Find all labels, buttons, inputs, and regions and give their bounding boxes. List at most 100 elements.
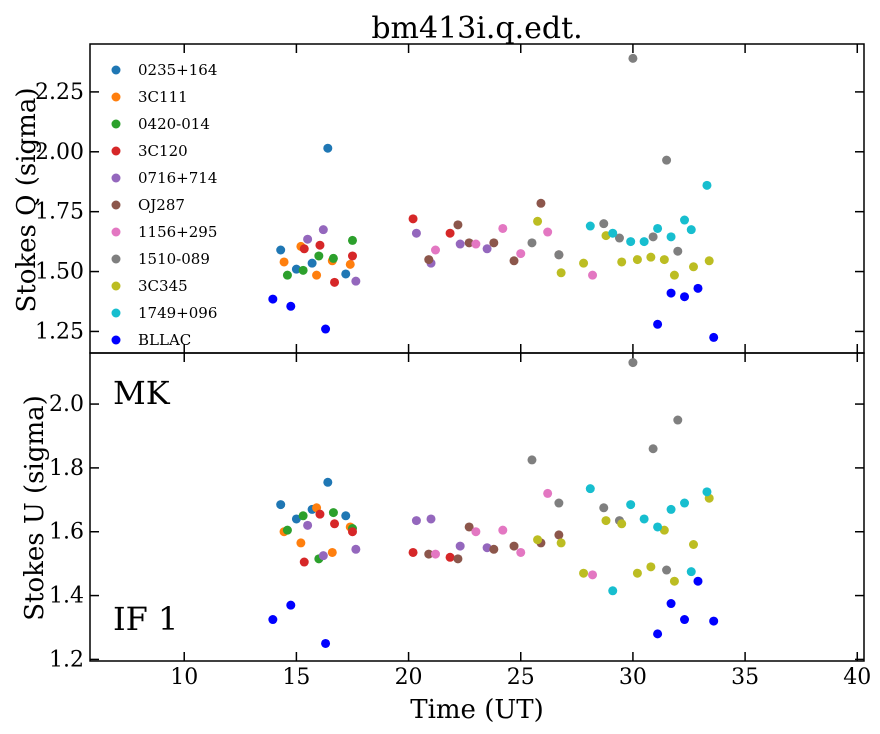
- point-u-3c345: [669, 576, 679, 586]
- legend-label: 1510-089: [138, 250, 210, 268]
- point-u-3c345: [659, 525, 669, 535]
- point-q-0716-714: [318, 225, 328, 235]
- point-q-1749-096: [680, 215, 690, 225]
- point-u-1749-096: [585, 484, 595, 494]
- point-u-1510-089: [648, 444, 658, 454]
- point-q-0420-014: [314, 251, 324, 261]
- point-u-0716-714: [455, 541, 465, 551]
- x-axis-label: Time (UT): [410, 695, 544, 725]
- point-q-bllac: [268, 294, 278, 304]
- point-q-3c111: [312, 270, 322, 280]
- point-u-oj287: [554, 530, 564, 540]
- point-q-3c345: [579, 258, 589, 268]
- point-q-1749-096: [702, 180, 712, 190]
- point-q-0716-714: [482, 244, 492, 254]
- legend-label: 3C111: [138, 88, 188, 106]
- point-q-1510-089: [648, 232, 658, 242]
- legend-label: 0420-014: [138, 115, 210, 133]
- point-q-1510-089: [614, 233, 624, 243]
- point-q-1156-295: [430, 245, 440, 255]
- point-q-1749-096: [608, 228, 618, 238]
- legend-marker: [111, 335, 121, 345]
- point-q-oj287: [509, 256, 519, 266]
- point-q-0420-014: [328, 253, 338, 263]
- y-tick-label: 1.6: [49, 520, 84, 545]
- point-q-0235-164: [323, 143, 333, 153]
- point-q-1156-295: [543, 227, 553, 237]
- point-q-bllac: [286, 301, 296, 311]
- point-u-oj287: [453, 554, 463, 564]
- point-q-1510-089: [527, 238, 537, 248]
- point-q-3c345: [659, 255, 669, 265]
- y-tick-label: 2.00: [35, 140, 84, 165]
- point-q-3c345: [632, 255, 642, 265]
- legend-marker: [111, 92, 121, 102]
- legend-marker: [111, 146, 121, 156]
- point-q-0420-014: [282, 270, 292, 280]
- point-q-bllac: [653, 319, 663, 329]
- point-u-0235-164: [291, 514, 301, 524]
- point-u-1156-295: [543, 488, 553, 498]
- legend-label: 3C120: [138, 142, 188, 160]
- y-tick-label: 1.25: [35, 319, 84, 344]
- legend-marker: [111, 254, 121, 264]
- x-tick-label: 15: [282, 665, 310, 690]
- point-q-1156-295: [588, 270, 598, 280]
- point-u-3c120: [408, 547, 418, 557]
- point-q-3c111: [279, 257, 289, 267]
- point-q-0235-164: [307, 258, 317, 268]
- point-u-3c120: [347, 527, 357, 537]
- point-q-1156-295: [471, 239, 481, 249]
- point-u-3c345: [617, 519, 627, 529]
- point-u-0716-714: [303, 520, 313, 530]
- point-u-1749-096: [653, 522, 663, 532]
- point-q-3c345: [533, 216, 543, 226]
- y-tick-label: 2.25: [35, 80, 84, 105]
- point-q-0420-014: [298, 265, 308, 275]
- point-q-3c120: [315, 240, 325, 250]
- point-u-1156-295: [498, 525, 508, 535]
- point-u-bllac: [653, 629, 663, 639]
- point-u-1510-089: [673, 415, 683, 425]
- point-q-bllac: [321, 324, 331, 334]
- point-q-oj287: [453, 220, 463, 230]
- point-q-0420-014: [347, 235, 357, 245]
- point-u-1510-089: [527, 455, 537, 465]
- point-u-1156-295: [516, 547, 526, 557]
- point-q-oj287: [464, 238, 474, 248]
- point-u-0716-714: [411, 516, 421, 526]
- point-q-3c345: [704, 256, 714, 266]
- point-u-3c120: [299, 557, 309, 567]
- point-u-3c345: [533, 535, 543, 545]
- legend-label: 3C345: [138, 277, 188, 295]
- point-q-1749-096: [666, 232, 676, 242]
- top-y-axis-label: Stokes Q (sigma): [12, 88, 42, 313]
- point-q-0716-714: [303, 234, 313, 244]
- point-u-bllac: [321, 638, 331, 648]
- point-u-0716-714: [351, 544, 361, 554]
- legend-marker: [111, 281, 121, 291]
- legend-marker: [111, 227, 121, 237]
- point-q-oj287: [424, 255, 434, 265]
- y-tick-label: 1.2: [49, 647, 84, 672]
- point-q-1510-089: [554, 250, 564, 260]
- point-u-0235-164: [323, 477, 333, 487]
- x-tick-label: 40: [843, 665, 871, 690]
- point-u-oj287: [464, 522, 474, 532]
- legend-marker: [111, 308, 121, 318]
- legend-label: 0716+714: [138, 169, 217, 187]
- point-u-0716-714: [318, 551, 328, 561]
- point-q-3c120: [299, 244, 309, 254]
- point-q-3c345: [646, 252, 656, 262]
- x-tick-label: 10: [170, 665, 198, 690]
- point-u-1156-295: [471, 527, 481, 537]
- point-u-1749-096: [680, 498, 690, 508]
- y-tick-label: 1.50: [35, 260, 84, 285]
- point-q-bllac: [666, 288, 676, 298]
- point-u-0235-164: [276, 500, 286, 510]
- point-u-bllac: [268, 615, 278, 625]
- point-u-0420-014: [328, 508, 338, 518]
- point-u-3c345: [632, 568, 642, 578]
- point-q-3c345: [556, 268, 566, 278]
